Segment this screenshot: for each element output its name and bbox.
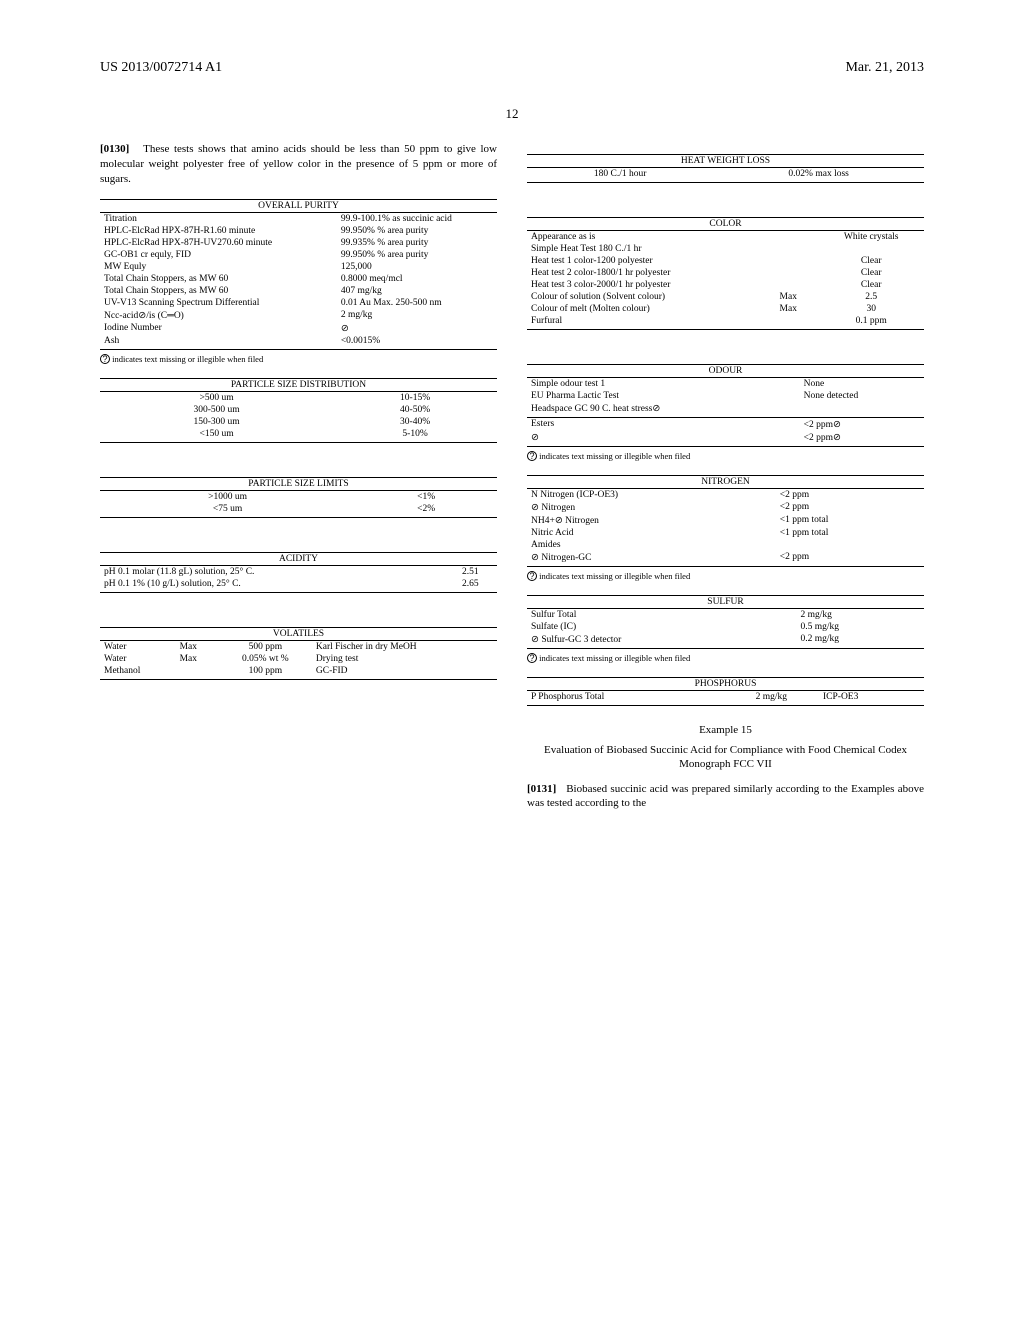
missing-icon: ? <box>100 354 110 364</box>
paragraph-0131: [0131] Biobased succinic acid was prepar… <box>527 782 924 812</box>
missing-icon: ? <box>527 451 537 461</box>
footnote-odour: ? indicates text missing or illegible wh… <box>527 451 924 461</box>
pub-number: US 2013/0072714 A1 <box>100 60 222 76</box>
table-psl: PARTICLE SIZE LIMITS >1000 um<1% <75 um<… <box>100 477 497 518</box>
missing-icon: ? <box>527 571 537 581</box>
table-psd: PARTICLE SIZE DISTRIBUTION >500 um10-15%… <box>100 378 497 443</box>
two-column-layout: [0130] These tests shows that amino acid… <box>100 142 924 823</box>
example-15-subtitle: Evaluation of Biobased Succinic Acid for… <box>527 744 924 772</box>
page-container: US 2013/0072714 A1 Mar. 21, 2013 12 [013… <box>0 0 1024 863</box>
right-column: HEAT WEIGHT LOSS 180 C./1 hour0.02% max … <box>527 142 924 823</box>
table-overall-purity: OVERALL PURITY Titration99.9-100.1% as s… <box>100 199 497 350</box>
table-color: COLOR Appearance as isWhite crystals Sim… <box>527 217 924 330</box>
missing-icon: ? <box>527 653 537 663</box>
left-column: [0130] These tests shows that amino acid… <box>100 142 497 823</box>
footnote-overall-purity: ? indicates text missing or illegible wh… <box>100 354 497 364</box>
table-heat-weight: HEAT WEIGHT LOSS 180 C./1 hour0.02% max … <box>527 154 924 183</box>
table-nitrogen: NITROGEN N Nitrogen (ICP-OE3)<2 ppm ⊘ Ni… <box>527 475 924 567</box>
footnote-nitrogen: ? indicates text missing or illegible wh… <box>527 571 924 581</box>
paragraph-0130: [0130] These tests shows that amino acid… <box>100 142 497 187</box>
table-odour: ODOUR Simple odour test 1None EU Pharma … <box>527 364 924 447</box>
table-phosphorus: PHOSPHORUS P Phosphorus Total2 mg/kgICP-… <box>527 677 924 706</box>
page-header: US 2013/0072714 A1 Mar. 21, 2013 <box>100 60 924 76</box>
table-volatiles: VOLATILES WaterMax500 ppmKarl Fischer in… <box>100 627 497 680</box>
page-number: 12 <box>100 106 924 122</box>
pub-date: Mar. 21, 2013 <box>845 60 924 76</box>
example-15-title: Example 15 <box>527 724 924 736</box>
footnote-sulfur: ? indicates text missing or illegible wh… <box>527 653 924 663</box>
table-acidity: ACIDITY pH 0.1 molar (11.8 gL) solution,… <box>100 552 497 593</box>
table-sulfur: SULFUR Sulfur Total2 mg/kg Sulfate (IC)0… <box>527 595 924 649</box>
